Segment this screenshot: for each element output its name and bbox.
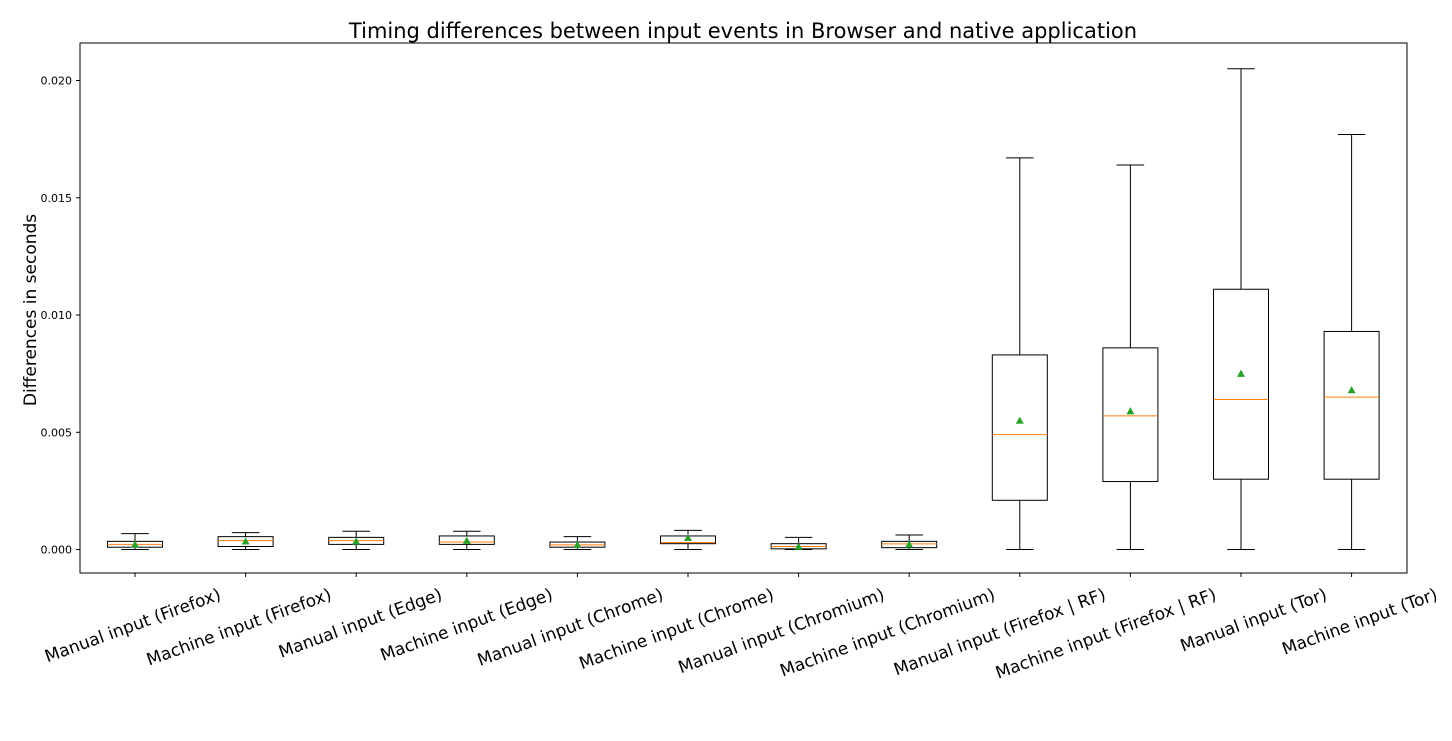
box-group	[217, 532, 274, 551]
mean-marker	[352, 537, 361, 545]
x-tick-label: Machine input (Firefox)	[144, 585, 334, 671]
box-group	[1213, 68, 1269, 551]
box-group	[1102, 164, 1159, 551]
mean-marker	[1126, 407, 1135, 415]
box-group	[660, 529, 716, 551]
box-group	[549, 536, 606, 551]
iqr-box	[991, 354, 1048, 501]
box-group	[991, 157, 1048, 551]
box-group	[770, 536, 827, 551]
mean-marker	[573, 540, 582, 549]
y-tick-label: 0.015	[41, 192, 73, 205]
box-group	[107, 533, 163, 551]
y-tick-label: 0.000	[41, 544, 73, 557]
mean-marker	[1015, 416, 1024, 424]
mean-marker	[905, 540, 914, 548]
mean-marker	[1237, 369, 1245, 377]
iqr-box	[1323, 330, 1380, 480]
box-group	[1323, 133, 1380, 551]
box-group	[438, 530, 495, 551]
y-axis: 0.000 0.005 0.010 0.015 0.020	[41, 75, 80, 557]
mean-marker	[1347, 386, 1356, 394]
iqr-box	[217, 536, 274, 548]
x-axis: Manual input (Firefox)Machine input (Fir…	[42, 573, 1440, 684]
mean-marker	[462, 536, 471, 544]
y-tick-label: 0.010	[41, 309, 73, 322]
mean-marker	[794, 542, 803, 550]
box-group	[881, 534, 938, 551]
plot-area	[107, 68, 1380, 551]
iqr-box	[1102, 347, 1159, 483]
chart-title: Timing differences between input events …	[348, 19, 1137, 43]
box-group	[328, 530, 385, 551]
mean-marker	[131, 540, 139, 548]
mean-marker	[241, 537, 250, 545]
iqr-box	[1213, 288, 1269, 480]
x-tick-label: Machine input (Chromium)	[778, 585, 998, 682]
y-axis-label: Differences in seconds	[21, 214, 41, 406]
x-tick-label: Manual input (Chrome)	[475, 585, 666, 671]
x-tick-label: Manual input (Firefox)	[42, 585, 223, 667]
iqr-box	[438, 535, 495, 545]
mean-marker	[684, 533, 692, 542]
y-tick-label: 0.020	[41, 75, 73, 88]
y-tick-label: 0.005	[41, 426, 73, 439]
plot-frame	[79, 42, 1408, 574]
